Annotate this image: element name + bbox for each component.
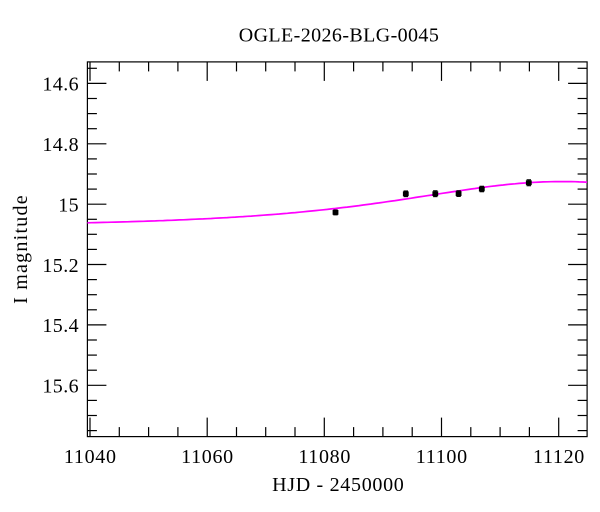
svg-text:HJD - 2450000: HJD - 2450000 (272, 474, 404, 496)
svg-text:14.8: 14.8 (42, 134, 79, 156)
svg-text:11040: 11040 (64, 446, 117, 468)
svg-text:15: 15 (58, 195, 79, 217)
svg-text:14.6: 14.6 (42, 74, 79, 96)
svg-text:11100: 11100 (416, 446, 468, 468)
svg-text:15.4: 15.4 (42, 315, 79, 337)
svg-text:15.2: 15.2 (42, 255, 79, 277)
svg-text:11120: 11120 (533, 446, 585, 468)
svg-text:11080: 11080 (298, 446, 351, 468)
svg-text:OGLE-2026-BLG-0045: OGLE-2026-BLG-0045 (239, 25, 440, 47)
svg-text:11060: 11060 (181, 446, 234, 468)
svg-text:15.6: 15.6 (42, 376, 79, 398)
svg-text:I magnitude: I magnitude (10, 194, 32, 304)
